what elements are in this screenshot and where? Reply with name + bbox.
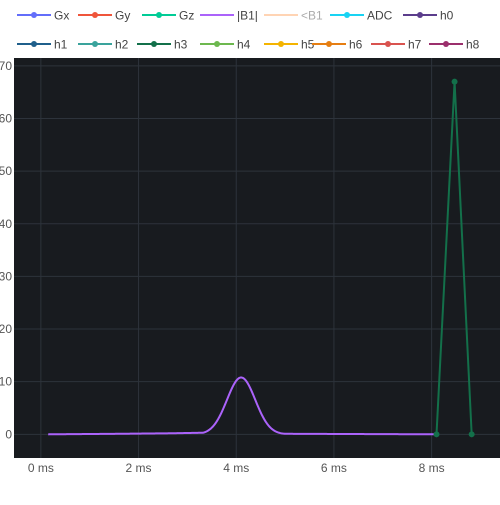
legend-label: h3 bbox=[174, 38, 188, 52]
legend-item-gx[interactable]: Gx bbox=[17, 9, 69, 23]
legend-label: h6 bbox=[349, 38, 363, 52]
legend-item-h0[interactable]: h0 bbox=[403, 9, 454, 23]
y-tick-label: 70 bbox=[0, 59, 12, 73]
data-point-h3 bbox=[451, 78, 458, 85]
legend-item-h1[interactable]: h1 bbox=[17, 38, 68, 52]
series-layer bbox=[48, 78, 475, 438]
legend-label: Gy bbox=[115, 9, 130, 23]
legend-item-h4[interactable]: h4 bbox=[200, 38, 251, 52]
x-tick-label: 4 ms bbox=[223, 461, 249, 475]
legend-marker-icon bbox=[417, 12, 423, 18]
y-tick-label: 0 bbox=[5, 427, 12, 441]
legend-item-h3[interactable]: h3 bbox=[137, 38, 188, 52]
legend-marker-icon bbox=[151, 41, 157, 47]
legend-label: h4 bbox=[237, 38, 251, 52]
y-tick-label: 10 bbox=[0, 375, 12, 389]
legend-label: h8 bbox=[466, 38, 480, 52]
legend-marker-icon bbox=[156, 12, 162, 18]
y-tick-label: 30 bbox=[0, 269, 12, 283]
legend-item-b1[interactable]: <B1 bbox=[264, 9, 323, 23]
legend-marker-icon bbox=[31, 41, 37, 47]
legend-marker-icon bbox=[214, 41, 220, 47]
legend-item-adc[interactable]: ADC bbox=[330, 9, 393, 23]
y-tick-label: 60 bbox=[0, 112, 12, 126]
legend-item-gz[interactable]: Gz bbox=[142, 9, 194, 23]
legend-label: |B1| bbox=[237, 9, 258, 23]
x-tick-label: 6 ms bbox=[321, 461, 347, 475]
legend-item-h7[interactable]: h7 bbox=[371, 38, 422, 52]
legend-item-h8[interactable]: h8 bbox=[429, 38, 480, 52]
x-tick-label: 8 ms bbox=[419, 461, 445, 475]
x-tick-label: 2 ms bbox=[126, 461, 152, 475]
legend-marker-icon bbox=[92, 12, 98, 18]
legend-item-gy[interactable]: Gy bbox=[78, 9, 130, 23]
y-axis: 0 10 20 30 40 50 60 70 bbox=[0, 59, 12, 441]
legend-label: Gz bbox=[179, 9, 194, 23]
legend-label: h7 bbox=[408, 38, 422, 52]
legend-label: h5 bbox=[301, 38, 315, 52]
legend-item-h6[interactable]: h6 bbox=[312, 38, 363, 52]
legend-marker-icon bbox=[31, 12, 37, 18]
legend-marker-icon bbox=[443, 41, 449, 47]
legend-label: h2 bbox=[115, 38, 129, 52]
series-line-b1 bbox=[48, 376, 437, 436]
plot-area bbox=[14, 58, 500, 458]
legend-label: h1 bbox=[54, 38, 68, 52]
legend-item-h2[interactable]: h2 bbox=[78, 38, 129, 52]
legend-label: Gx bbox=[54, 9, 69, 23]
x-axis: 0 ms 2 ms 4 ms 6 ms 8 ms bbox=[28, 461, 445, 475]
x-tick-label: 0 ms bbox=[28, 461, 54, 475]
legend-label: ADC bbox=[367, 9, 393, 23]
legend: Gx Gy Gz |B1| <B1 ADC h0 h1 h2 h3 h4 h5 h6 h7 h8 bbox=[17, 9, 480, 52]
legend-item-b1[interactable]: |B1| bbox=[200, 9, 258, 23]
data-point-h3 bbox=[468, 431, 475, 438]
data-point-h3 bbox=[433, 431, 440, 438]
legend-label: <B1 bbox=[301, 9, 323, 23]
legend-marker-icon bbox=[344, 12, 350, 18]
y-tick-label: 20 bbox=[0, 322, 12, 336]
y-tick-label: 40 bbox=[0, 217, 12, 231]
y-tick-label: 50 bbox=[0, 164, 12, 178]
legend-marker-icon bbox=[326, 41, 332, 47]
legend-marker-icon bbox=[278, 41, 284, 47]
legend-label: h0 bbox=[440, 9, 454, 23]
legend-item-h5[interactable]: h5 bbox=[264, 38, 315, 52]
legend-marker-icon bbox=[385, 41, 391, 47]
legend-marker-icon bbox=[92, 41, 98, 47]
